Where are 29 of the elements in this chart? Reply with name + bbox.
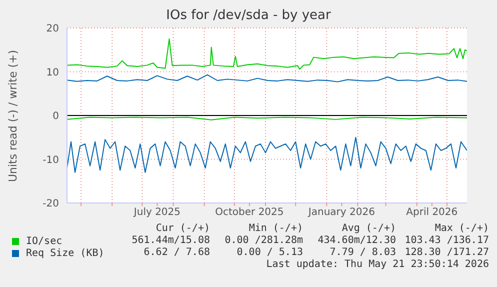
text: 7.79 / 8.03 [328, 247, 396, 259]
y-axis-title: Units read (-) / write (+) [6, 50, 20, 182]
text: 128.30 /171.27 [404, 247, 489, 259]
line-series [67, 74, 467, 82]
y-tick-label: -10 [42, 154, 59, 166]
legend-label: Req Size (KB) [26, 248, 104, 258]
text: 561.44m/15.08 [130, 235, 210, 247]
text: 0.00 /281.28m [224, 235, 303, 247]
text: 6.62 / 7.68 [142, 247, 210, 259]
chart-title: IOs for /dev/sda - by year [165, 8, 332, 23]
text: 434.60m/12.30 [316, 235, 396, 247]
y-tick-label: -20 [42, 198, 59, 210]
text: Cur (-/+) [154, 223, 210, 235]
line-series [67, 136, 467, 173]
text: Max (-/+) [434, 223, 489, 235]
text: Last update: Thu May 21 23:50:14 2026 [265, 259, 489, 271]
text: Min (-/+) [248, 223, 303, 235]
legend-label: IO/sec [26, 236, 62, 246]
text: 103.43 /136.17 [404, 235, 489, 247]
y-tick-label: 10 [46, 67, 59, 78]
text: 0.00 / 5.13 [236, 247, 303, 259]
y-tick-label: 20 [46, 24, 59, 35]
x-tick-label: July 2025 [132, 207, 181, 218]
x-tick-label: April 2026 [406, 207, 458, 218]
x-tick-label: October 2025 [215, 207, 284, 218]
text: Avg (-/+) [340, 223, 396, 235]
line-series [67, 38, 467, 70]
x-tick-label: January 2026 [307, 207, 375, 218]
y-tick-label: 0 [52, 111, 59, 122]
